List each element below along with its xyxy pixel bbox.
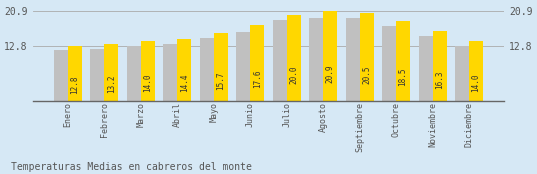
Bar <box>346 18 360 101</box>
Text: 13.2: 13.2 <box>107 75 116 93</box>
Bar <box>200 38 214 101</box>
Text: 20.9: 20.9 <box>325 65 335 83</box>
Bar <box>433 31 447 101</box>
Text: 14.0: 14.0 <box>471 74 481 92</box>
Bar <box>90 49 104 101</box>
Text: 12.8: 12.8 <box>70 75 79 94</box>
Bar <box>360 13 374 101</box>
Bar <box>250 25 264 101</box>
Text: 14.4: 14.4 <box>180 73 188 92</box>
Bar <box>382 26 396 101</box>
Bar <box>141 41 155 101</box>
Bar <box>104 44 118 101</box>
Text: 18.5: 18.5 <box>398 68 408 86</box>
Bar <box>455 46 469 101</box>
Bar <box>127 46 141 101</box>
Text: 20.5: 20.5 <box>362 65 371 84</box>
Bar <box>309 18 323 101</box>
Text: 16.3: 16.3 <box>435 71 444 89</box>
Bar <box>236 32 250 101</box>
Bar <box>323 11 337 101</box>
Bar <box>469 41 483 101</box>
Bar <box>177 39 191 101</box>
Text: 15.7: 15.7 <box>216 72 225 90</box>
Bar <box>54 50 68 101</box>
Bar <box>163 44 177 101</box>
Bar <box>287 15 301 101</box>
Bar <box>419 37 433 101</box>
Bar <box>396 21 410 101</box>
Bar <box>214 33 228 101</box>
Bar <box>273 20 287 101</box>
Text: 14.0: 14.0 <box>143 74 153 92</box>
Text: 20.0: 20.0 <box>289 66 298 84</box>
Text: 17.6: 17.6 <box>253 69 262 88</box>
Bar <box>68 46 82 101</box>
Text: Temperaturas Medias en cabreros del monte: Temperaturas Medias en cabreros del mont… <box>11 162 252 172</box>
